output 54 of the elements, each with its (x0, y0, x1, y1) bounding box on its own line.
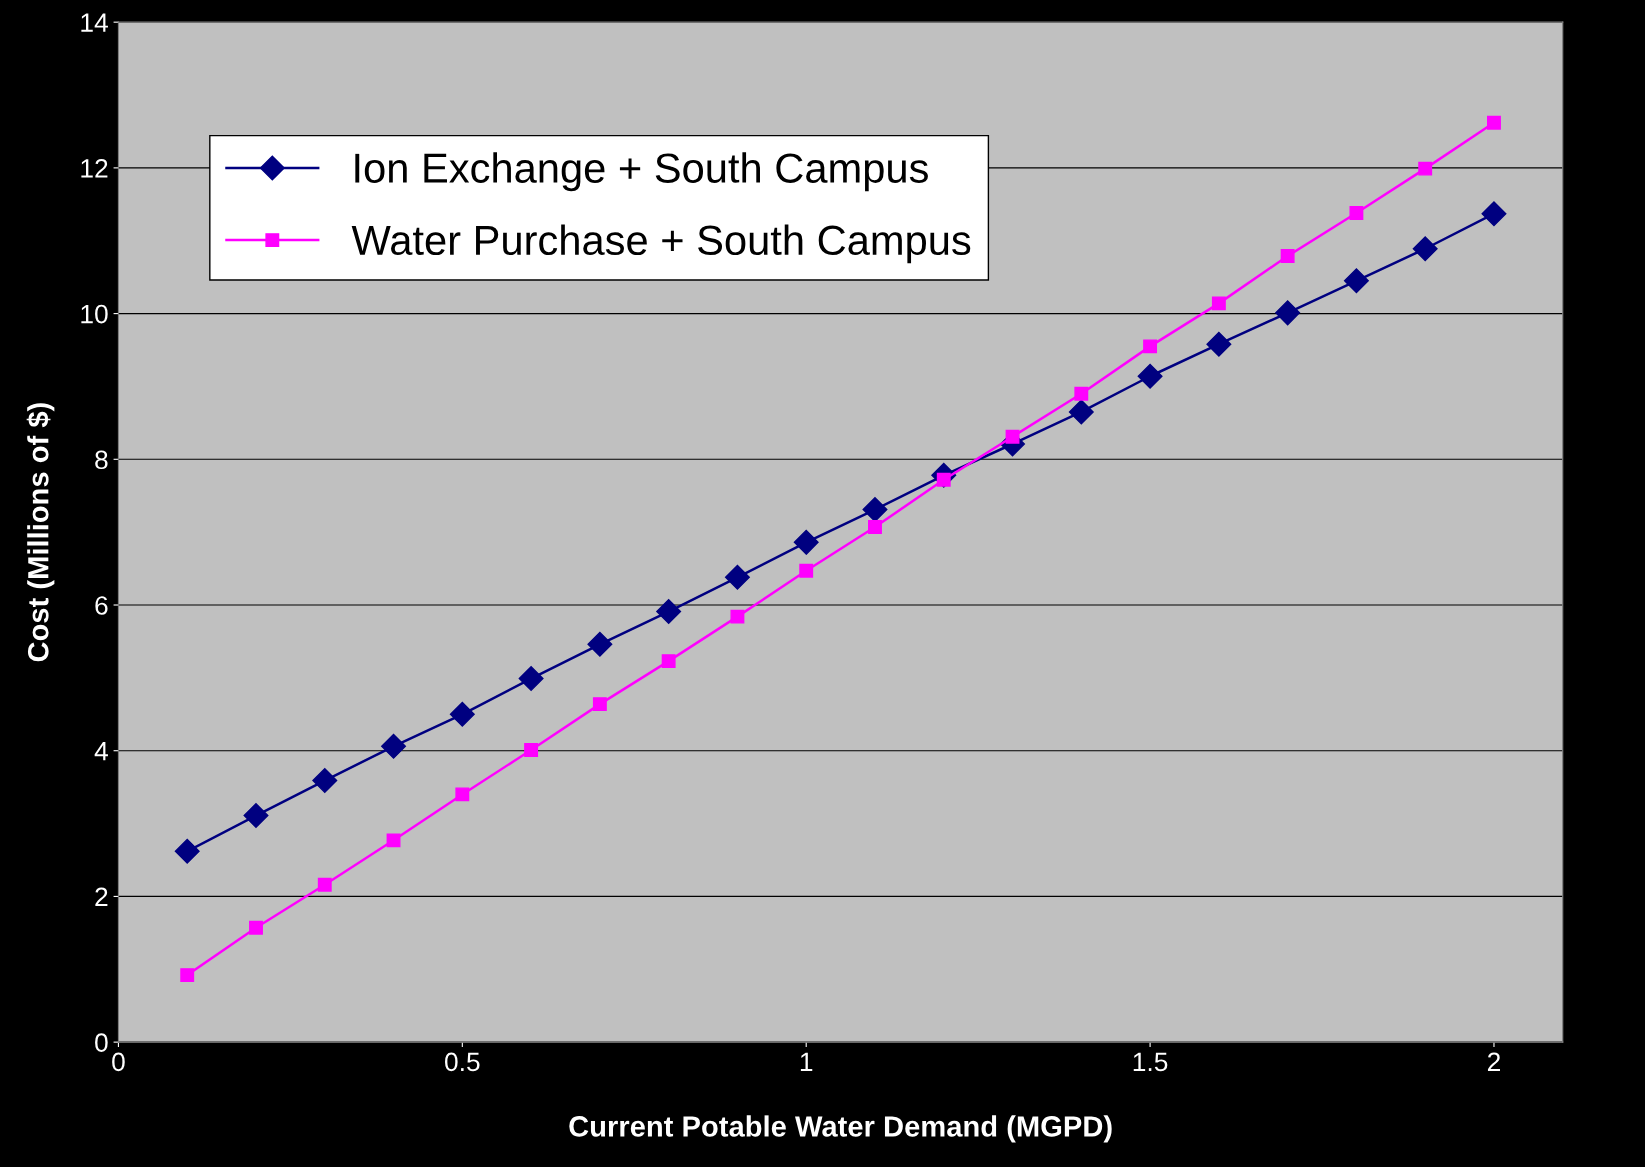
point (1206, 331, 1232, 357)
point (1412, 236, 1438, 262)
point (661, 654, 676, 669)
point (180, 968, 195, 983)
x-tick-label: 0 (112, 1052, 125, 1072)
y-tick-label: 6 (95, 596, 108, 615)
point (1068, 399, 1094, 425)
point (455, 787, 470, 802)
point (249, 920, 263, 935)
x-tick-label: 1 (800, 1052, 813, 1071)
point (587, 631, 613, 657)
legend-label: Water Purchase + South Campus (351, 224, 971, 264)
point (1481, 201, 1507, 227)
point (1005, 429, 1020, 444)
legend-label: Ion Exchange + South Campus (355, 152, 928, 192)
x-tick-label: 0.5 (445, 1052, 480, 1072)
point (386, 833, 401, 848)
point (381, 733, 407, 759)
y-tick-label: 2 (95, 887, 108, 906)
point (1418, 161, 1433, 176)
point (1074, 386, 1089, 401)
point (724, 564, 750, 590)
point (862, 497, 888, 523)
point (1280, 249, 1295, 263)
point (1137, 363, 1163, 389)
point (868, 520, 882, 534)
point (793, 529, 819, 555)
y-tick-label: 4 (94, 742, 108, 761)
y-tick-label: 8 (95, 450, 108, 470)
x-tick-label: 1.5 (1133, 1052, 1168, 1072)
point (1211, 296, 1226, 311)
point (730, 609, 745, 624)
point (592, 697, 607, 712)
point (799, 563, 814, 578)
point (518, 666, 544, 692)
point (524, 743, 539, 757)
point (243, 803, 269, 829)
point (174, 838, 200, 864)
point (1349, 206, 1364, 220)
x-axis-title: Current Potable Water Demand (MGPD) (569, 1115, 1112, 1143)
y-axis-title: Cost (Millions of $) (26, 403, 55, 662)
point (1343, 268, 1369, 294)
point (312, 768, 338, 794)
y-tick-label: 12 (81, 159, 108, 178)
point (317, 877, 332, 892)
y-tick-label: 0 (95, 1033, 108, 1052)
point (1275, 300, 1301, 326)
point (449, 701, 475, 727)
y-tick-label: 14 (81, 13, 108, 32)
y-tick-label: 10 (81, 304, 108, 324)
point (656, 599, 682, 625)
point (1143, 339, 1158, 354)
point (1487, 115, 1501, 130)
x-tick-label: 2 (1487, 1052, 1500, 1071)
